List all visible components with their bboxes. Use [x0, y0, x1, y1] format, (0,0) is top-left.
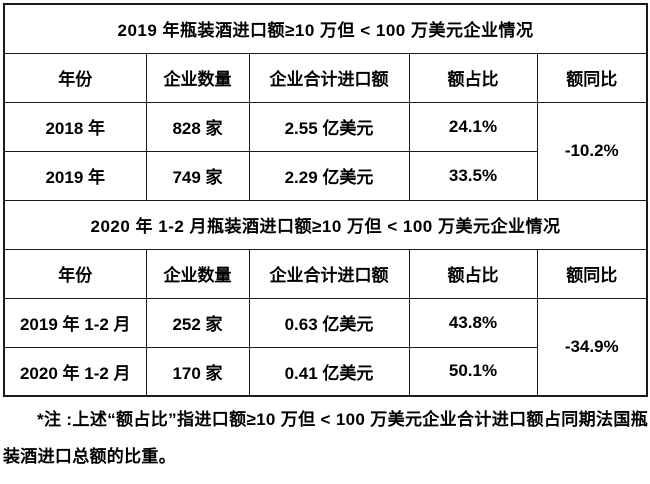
cell-company-count: 170 家 [145, 346, 250, 397]
cell-total-import: 0.63 亿美元 [248, 297, 410, 348]
wine-import-table: 2019 年瓶装酒进口额≥10 万但 < 100 万美元企业情况 年份 企业数量… [3, 3, 648, 397]
section-title-2019: 2019 年瓶装酒进口额≥10 万但 < 100 万美元企业情况 [3, 3, 648, 54]
footnote: *注 :上述“额占比”指进口额≥10 万但 < 100 万美元企业合计进口额占同… [3, 410, 648, 466]
header-yoy: 额同比 [536, 52, 648, 103]
cell-total-import: 2.29 亿美元 [248, 150, 410, 201]
cell-year: 2019 年 [3, 150, 147, 201]
table-row: 2018 年 828 家 2.55 亿美元 24.1% -10.2% [3, 101, 648, 201]
cell-company-count: 252 家 [145, 297, 250, 348]
header-total-import: 企业合计进口额 [248, 248, 410, 299]
cell-yoy-merged: -10.2% [536, 101, 648, 201]
cell-company-count: 828 家 [145, 101, 250, 152]
section-title-row-2020: 2020 年 1-2 月瓶装酒进口额≥10 万但 < 100 万美元企业情况 [3, 199, 648, 250]
table-row: 2019 年 749 家 2.29 亿美元 33.5% [3, 150, 647, 201]
header-share: 额占比 [408, 248, 538, 299]
cell-year: 2018 年 [3, 101, 147, 152]
header-yoy: 额同比 [536, 248, 648, 299]
header-company-count: 企业数量 [145, 52, 250, 103]
cell-share: 24.1% [408, 101, 538, 152]
cell-total-import: 2.55 亿美元 [248, 101, 410, 152]
header-company-count: 企业数量 [145, 248, 250, 299]
section-title-row-2019: 2019 年瓶装酒进口额≥10 万但 < 100 万美元企业情况 [3, 3, 648, 54]
cell-company-count: 749 家 [145, 150, 250, 201]
cell-share: 33.5% [408, 150, 538, 201]
header-share: 额占比 [408, 52, 538, 103]
cell-yoy-merged: -34.9% [536, 297, 648, 397]
cell-total-import: 0.41 亿美元 [248, 346, 410, 397]
header-row-2019: 年份 企业数量 企业合计进口额 额占比 额同比 [3, 52, 648, 103]
section-title-2020: 2020 年 1-2 月瓶装酒进口额≥10 万但 < 100 万美元企业情况 [3, 199, 648, 250]
table-row: 2020 年 1-2 月 170 家 0.41 亿美元 50.1% [3, 346, 647, 397]
cell-share: 50.1% [408, 346, 538, 397]
header-row-2020: 年份 企业数量 企业合计进口额 额占比 额同比 [3, 248, 648, 299]
header-total-import: 企业合计进口额 [248, 52, 410, 103]
cell-year: 2019 年 1-2 月 [3, 297, 147, 348]
cell-year: 2020 年 1-2 月 [3, 346, 147, 397]
header-year: 年份 [3, 52, 147, 103]
header-year: 年份 [3, 248, 147, 299]
cell-share: 43.8% [408, 297, 538, 348]
table-row: 2019 年 1-2 月 252 家 0.63 亿美元 43.8% -34.9% [3, 297, 648, 397]
